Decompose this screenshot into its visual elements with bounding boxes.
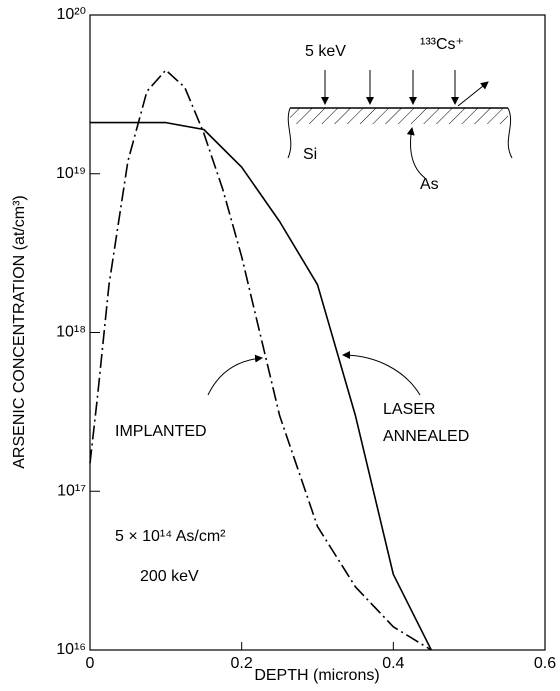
- annotation: 200 keV: [140, 568, 199, 585]
- annotation: IMPLANTED: [115, 423, 207, 440]
- y-axis-label: ARSENIC CONCENTRATION (at/cm³): [11, 195, 28, 468]
- inset-diagram: [207, 70, 513, 396]
- annotation: ANNEALED: [383, 428, 469, 445]
- y-tick-label: 10¹⁷: [57, 482, 86, 499]
- y-tick-label: 10¹⁸: [56, 324, 86, 341]
- y-tick-label: 10¹⁹: [56, 165, 86, 182]
- annotation: Si: [303, 146, 317, 163]
- annotation: ¹³³Cs⁺: [420, 36, 464, 53]
- y-tick-label: 10²⁰: [56, 6, 86, 23]
- x-axis-label: DEPTH (microns): [254, 667, 379, 684]
- x-tick-label: 0.2: [231, 655, 253, 672]
- annotation: 5 × 10¹⁴ As/cm²: [115, 528, 226, 545]
- annotation: 5 keV: [305, 43, 346, 60]
- x-tick-label: 0.6: [534, 655, 556, 672]
- x-tick-label: 0: [86, 655, 95, 672]
- annotation: As: [420, 176, 439, 193]
- data-line: [90, 121, 433, 651]
- y-tick-label: 10¹⁶: [56, 641, 86, 658]
- data-line: [89, 69, 432, 651]
- annotation: LASER: [383, 401, 435, 418]
- x-tick-label: 0.4: [382, 655, 404, 672]
